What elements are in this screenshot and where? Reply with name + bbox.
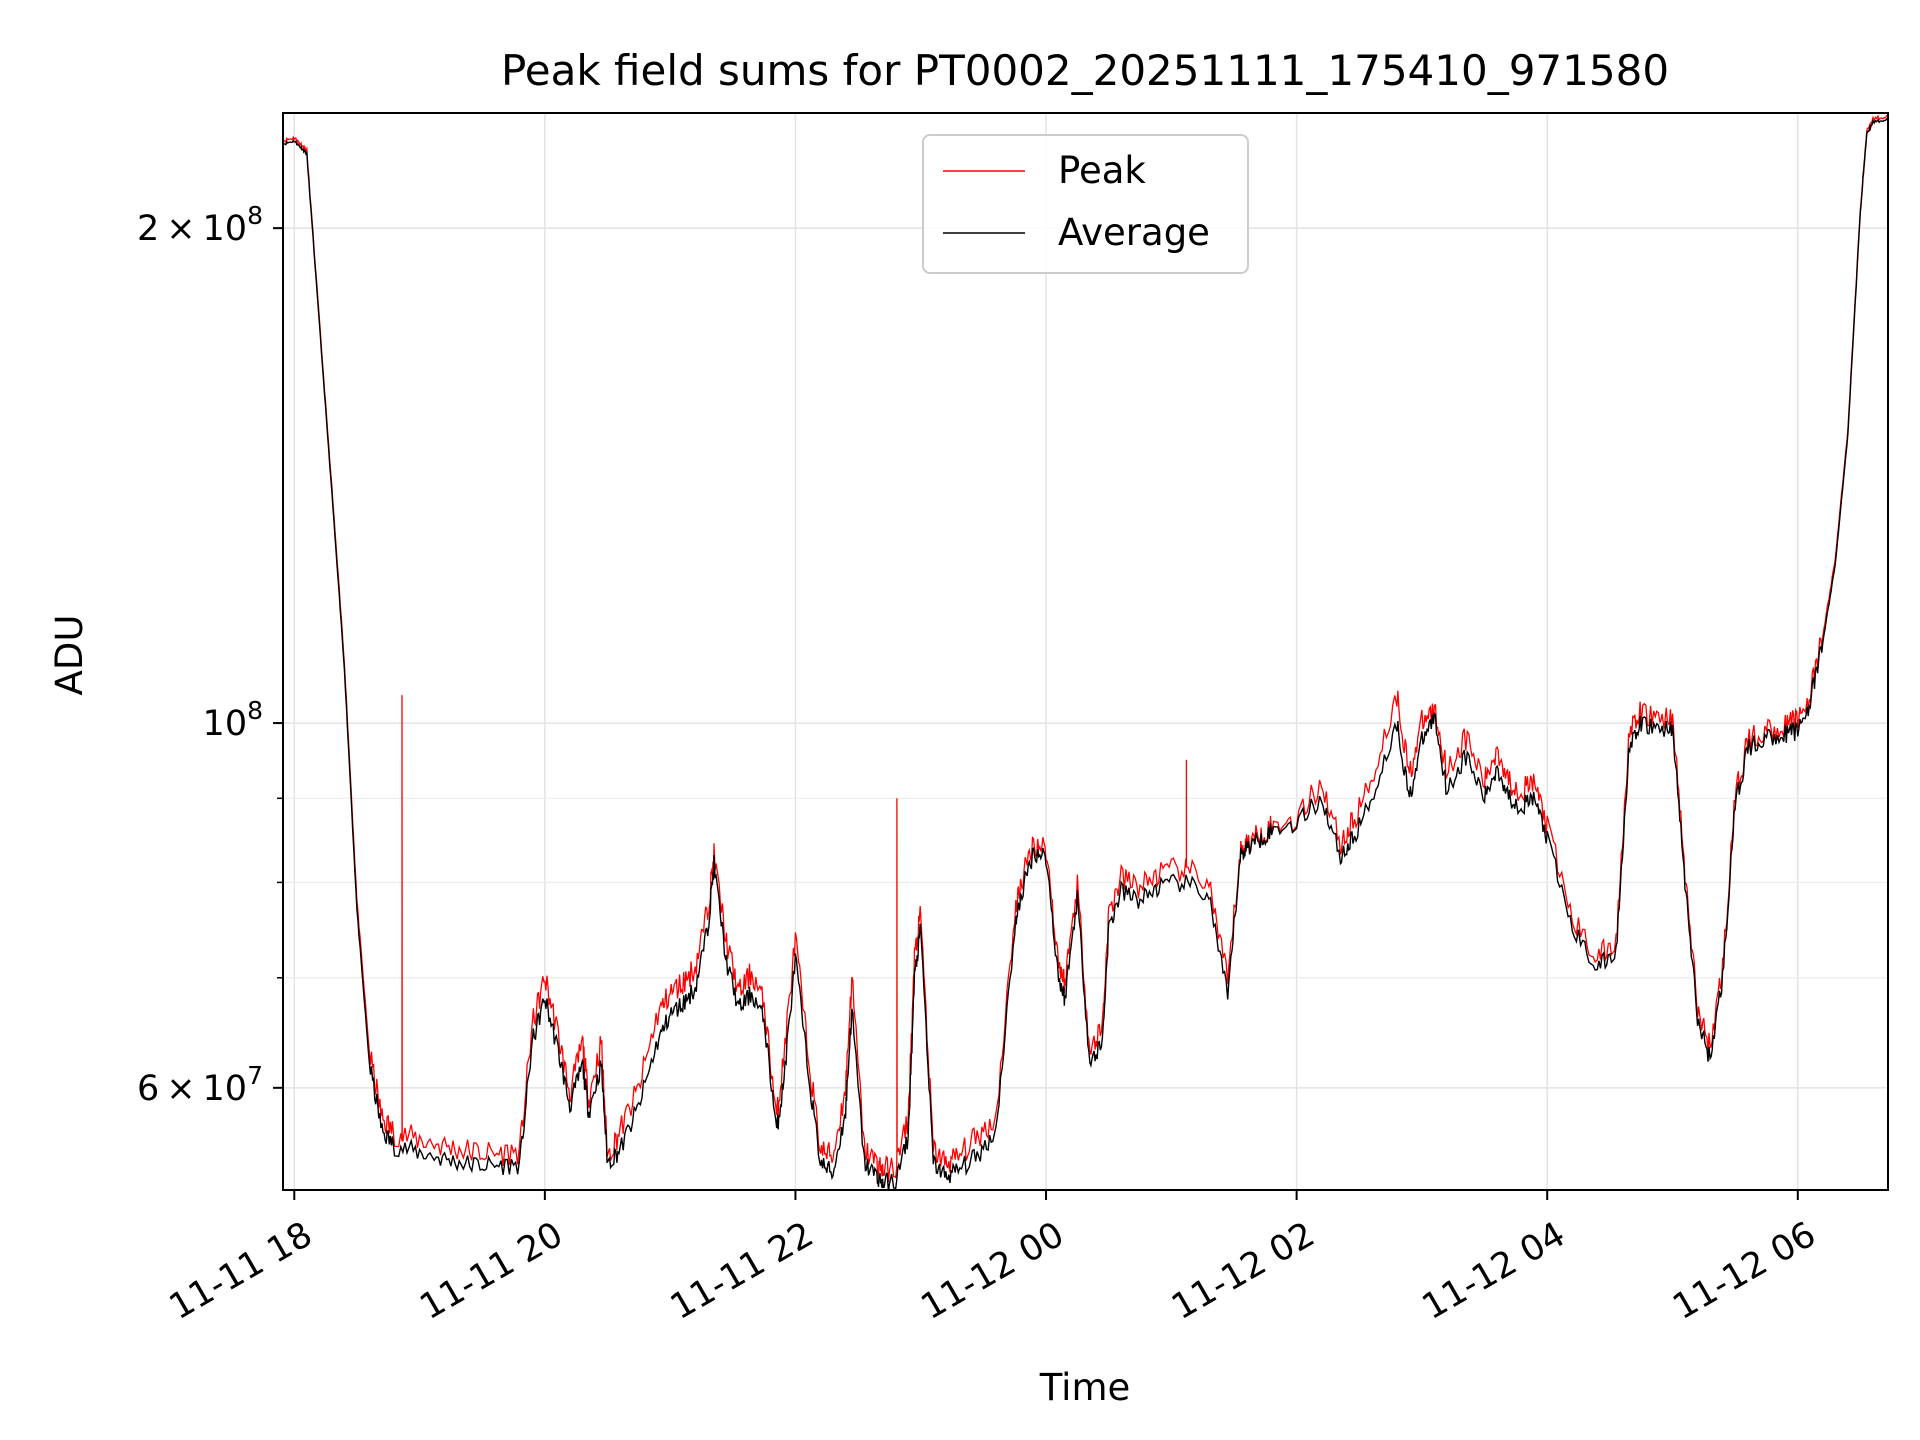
y-tick-exponent: 8 <box>247 201 263 230</box>
y-tick-label: 108 <box>203 696 263 744</box>
y-tick-label: 6 × 107 <box>137 1061 263 1109</box>
y-tick-exponent: 7 <box>247 1061 263 1090</box>
x-axis-label: Time <box>1039 1366 1131 1409</box>
legend-frame <box>922 134 1249 274</box>
series-average-line <box>283 118 1888 1190</box>
legend: Peak Average <box>922 134 1249 274</box>
chart-title: Peak field sums for PT0002_20251111_1754… <box>501 46 1669 95</box>
y-tick-label: 2 × 108 <box>137 201 263 249</box>
y-axis-label: ADU <box>48 615 91 696</box>
legend-peak-label: Peak <box>1058 149 1146 192</box>
y-tick-base: 10 <box>203 704 248 744</box>
y-tick-exponent: 8 <box>247 696 263 725</box>
y-tick-base: 2 × 10 <box>137 209 247 249</box>
legend-average-label: Average <box>1058 211 1210 254</box>
y-tick-base: 6 × 10 <box>137 1069 247 1109</box>
series-layer <box>283 114 1888 1190</box>
plot-frame <box>282 112 1889 1191</box>
